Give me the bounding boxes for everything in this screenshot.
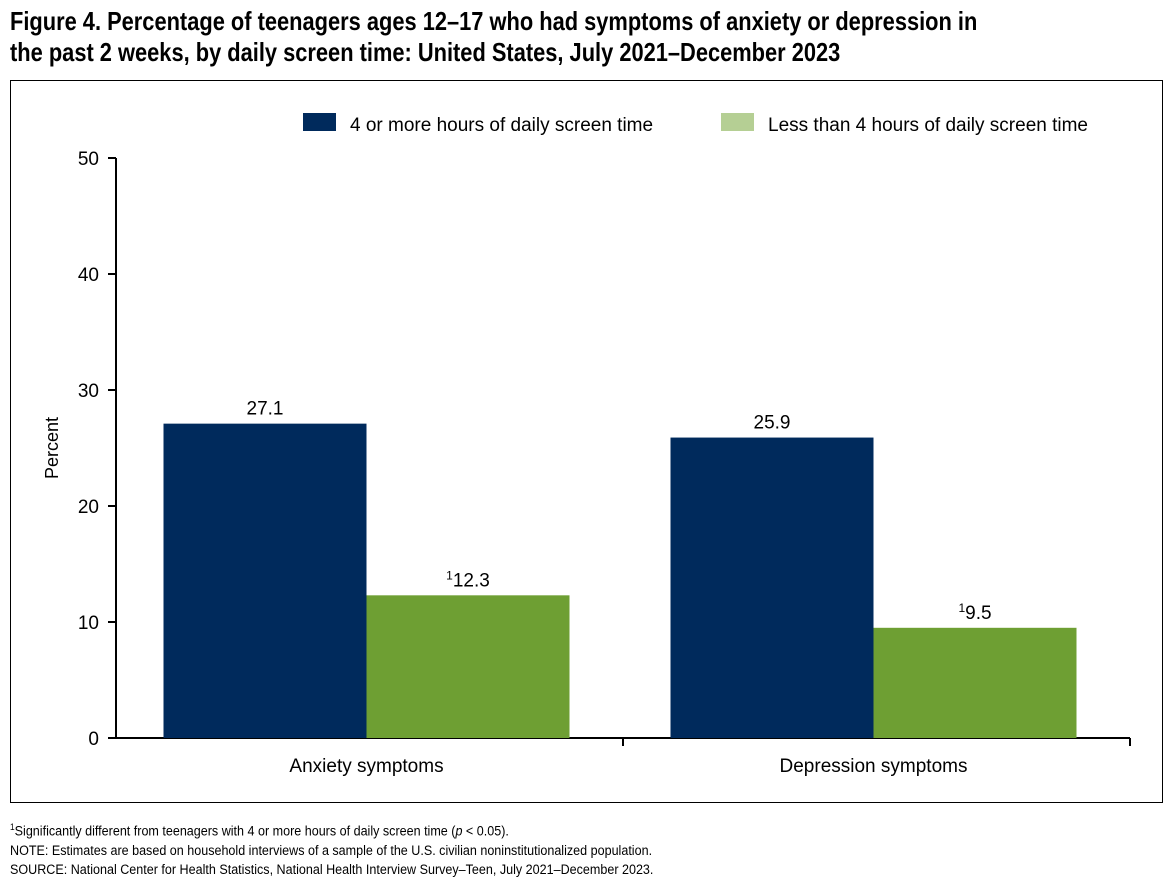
legend-swatch — [721, 113, 754, 131]
y-tick-label: 50 — [78, 149, 99, 170]
data-label: 112.3 — [446, 568, 490, 591]
footnote: 1Significantly different from teenagers … — [10, 822, 509, 839]
chart-frame — [10, 80, 1163, 803]
legend-swatch — [303, 113, 336, 131]
data-label: 27.1 — [247, 399, 284, 420]
title-line-1: Figure 4. Percentage of teenagers ages 1… — [10, 6, 978, 36]
y-tick-label: 10 — [78, 613, 99, 634]
y-tick-label: 0 — [88, 729, 99, 750]
bar — [163, 423, 367, 738]
title-line-2: the past 2 weeks, by daily screen time: … — [10, 37, 841, 67]
bar — [366, 595, 570, 738]
chart-notes: 1Significantly different from teenagers … — [10, 818, 653, 879]
source: SOURCE: National Center for Health Stati… — [10, 861, 654, 877]
y-axis-label: Percent — [42, 417, 62, 479]
y-tick-label: 20 — [78, 497, 99, 518]
x-tick-label: Anxiety symptoms — [289, 756, 443, 777]
legend-label: 4 or more hours of daily screen time — [350, 115, 653, 136]
bar — [873, 627, 1077, 738]
chart-title: Figure 4. Percentage of teenagers ages 1… — [10, 6, 977, 68]
data-label: 19.5 — [958, 601, 991, 624]
y-tick-label: 30 — [78, 381, 99, 402]
note: NOTE: Estimates are based on household i… — [10, 842, 653, 858]
legend-label: Less than 4 hours of daily screen time — [768, 115, 1088, 136]
data-label: 25.9 — [754, 413, 791, 434]
x-tick-label: Depression symptoms — [780, 756, 968, 777]
y-tick-label: 40 — [78, 265, 99, 286]
bar — [670, 437, 874, 738]
